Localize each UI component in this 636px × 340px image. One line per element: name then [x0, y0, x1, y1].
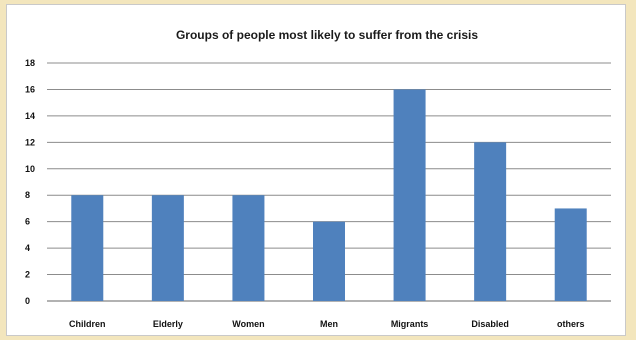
bar-disabled	[474, 142, 507, 301]
y-axis-ticks: 0 2 4 6 8 10 12 14 16 18	[25, 58, 35, 306]
chart-title: Groups of people most likely to suffer f…	[176, 28, 478, 42]
y-tick-label: 0	[25, 296, 30, 306]
y-tick-label: 18	[25, 58, 35, 68]
y-tick-label: 10	[25, 164, 35, 174]
chart-frame: Groups of people most likely to suffer f…	[6, 4, 626, 336]
bars	[71, 89, 587, 301]
y-tick-label: 4	[25, 243, 30, 253]
y-tick-label: 8	[25, 190, 30, 200]
bar-children	[71, 195, 104, 301]
y-tick-label: 2	[25, 270, 30, 280]
bar-men	[313, 221, 345, 301]
bar-women	[232, 195, 265, 301]
x-tick-label: Men	[320, 319, 338, 329]
x-tick-label: Children	[69, 319, 106, 329]
x-tick-label: Women	[232, 319, 264, 329]
x-axis-labels: Children Elderly Women Men Migrants Disabled o…	[69, 319, 584, 329]
x-tick-label: Migrants	[391, 319, 429, 329]
x-tick-label: others	[557, 319, 585, 329]
bar-elderly	[151, 195, 184, 301]
y-tick-label: 6	[25, 217, 30, 227]
bar-others	[554, 208, 587, 301]
y-tick-label: 16	[25, 84, 35, 94]
y-tick-label: 12	[25, 137, 35, 147]
y-tick-label: 14	[25, 111, 35, 121]
x-tick-label: Elderly	[153, 319, 183, 329]
x-tick-label: Disabled	[471, 319, 509, 329]
gridlines	[47, 62, 611, 302]
bar-migrants	[393, 89, 426, 301]
bar-chart: Groups of people most likely to suffer f…	[25, 28, 611, 329]
